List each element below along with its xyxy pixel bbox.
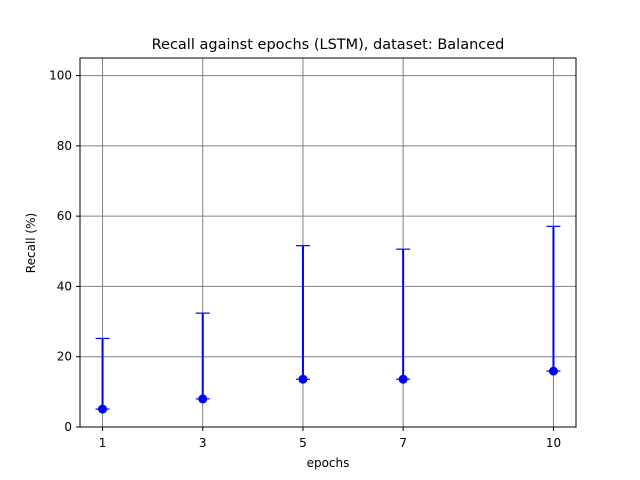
data-point [298,374,308,384]
y-tick-label: 80 [57,139,72,153]
x-tick-label: 7 [399,436,407,450]
y-tick-label: 100 [49,69,72,83]
data-point [398,374,408,384]
chart-title: Recall against epochs (LSTM), dataset: B… [152,37,505,53]
axes-frame [79,57,577,428]
x-axis-label: epochs [307,456,350,470]
x-ticks: 1 3 5 7 10 [99,427,561,450]
data-points [98,366,558,414]
y-ticks: 0 20 40 60 80 100 [49,69,80,434]
y-axis-label: Recall (%) [24,213,38,273]
x-tick-label: 1 [99,436,107,450]
y-tick-label: 60 [57,209,72,223]
data-point [198,394,208,404]
x-tick-label: 5 [299,436,307,450]
x-tick-label: 3 [199,436,207,450]
error-bars [95,225,561,410]
y-tick-label: 0 [64,420,72,434]
x-tick-label: 10 [546,436,561,450]
y-tick-label: 40 [57,279,72,293]
data-point [548,366,558,376]
y-tick-label: 20 [57,350,72,364]
data-point [98,404,108,414]
